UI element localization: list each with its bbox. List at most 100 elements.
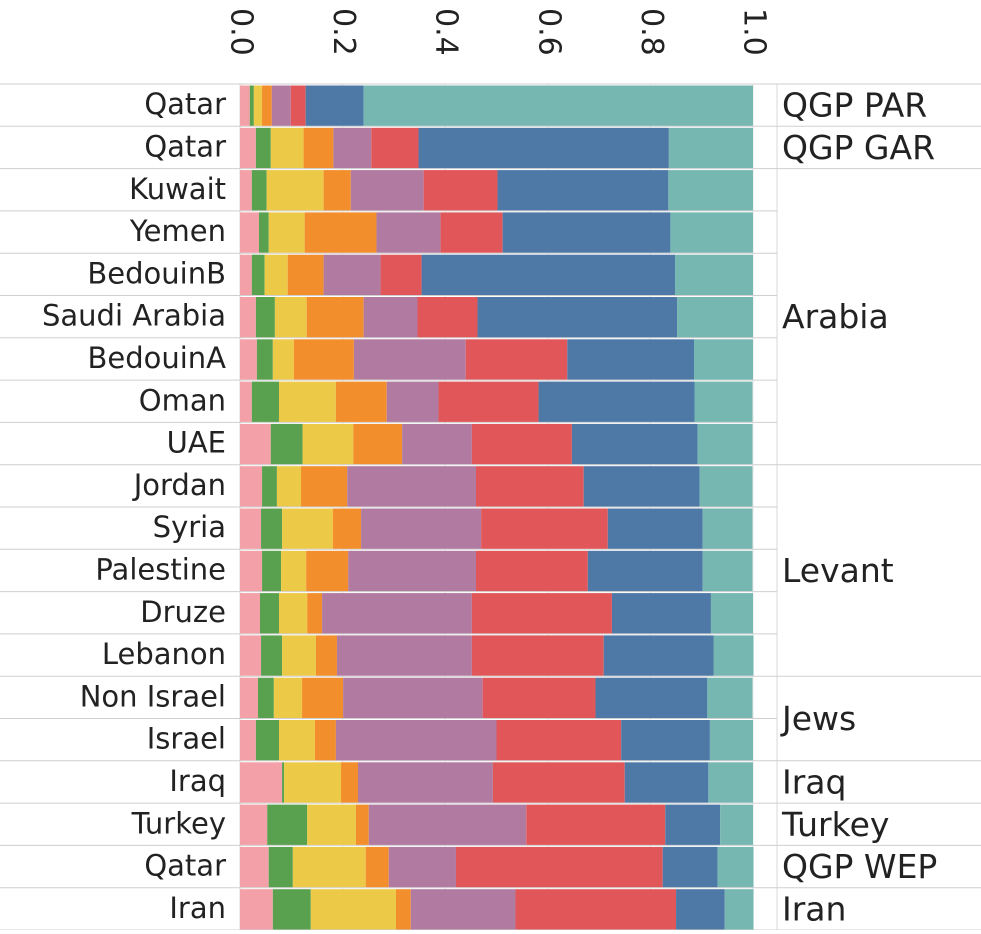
bar-segment-r16-s6	[624, 762, 709, 803]
bar-segment-r6-s0	[240, 339, 257, 380]
bar-segment-r16-s7	[708, 762, 753, 803]
bar-segment-r12-s2	[278, 593, 308, 634]
bar-segment-r19-s3	[395, 889, 411, 930]
bar-segment-r19-s0	[240, 889, 273, 930]
bar-segment-r7-s1	[251, 381, 279, 422]
x-tick-label: 1.0	[737, 8, 772, 56]
bar-segment-r7-s5	[438, 381, 539, 422]
group-label: Levant	[782, 551, 894, 590]
bar-segment-r16-s5	[492, 762, 625, 803]
bar-segment-r0-s5	[290, 85, 306, 126]
bar-segment-r14-s1	[257, 677, 274, 718]
bar-segment-r10-s1	[261, 508, 283, 549]
bar-segment-r15-s1	[255, 720, 279, 761]
bar-segment-r7-s4	[386, 381, 439, 422]
bar-segment-r17-s6	[665, 804, 721, 845]
bar-segment-r12-s0	[240, 593, 261, 634]
bar-segment-r15-s5	[496, 720, 622, 761]
category-label: Jordan	[132, 468, 226, 502]
bar-segment-r10-s6	[607, 508, 703, 549]
bar-segment-r7-s0	[240, 381, 252, 422]
bar-segment-r10-s3	[332, 508, 362, 549]
bar-segment-r1-s0	[240, 127, 256, 169]
bar-segment-r8-s5	[471, 423, 572, 465]
bar-segment-r0-s2	[253, 85, 263, 126]
bar-segment-r7-s3	[335, 381, 387, 422]
bar-segment-r0-s3	[262, 85, 272, 126]
bar-segment-r14-s6	[595, 677, 708, 718]
bar-segment-r6-s6	[567, 339, 695, 380]
bar-segment-r1-s5	[371, 127, 419, 169]
category-label: UAE	[167, 426, 226, 460]
bar-segment-r1-s7	[668, 127, 753, 169]
category-label: Kuwait	[129, 172, 226, 206]
bar-segment-r18-s1	[268, 846, 293, 888]
bar-segment-r10-s2	[282, 508, 333, 549]
category-label: Qatar	[144, 849, 226, 883]
bar-segment-r13-s3	[315, 635, 337, 676]
bar-segment-r16-s1	[282, 762, 285, 803]
category-label: Qatar	[144, 87, 226, 121]
bar-segment-r9-s3	[301, 466, 348, 507]
bar-segment-r6-s3	[293, 339, 354, 380]
bar-segment-r19-s7	[724, 889, 754, 930]
bar-segment-r1-s4	[333, 127, 372, 169]
bar-segment-r10-s4	[361, 508, 482, 549]
bar-segment-r18-s0	[240, 846, 269, 888]
category-label: Palestine	[95, 552, 226, 586]
bar-segment-r16-s4	[357, 762, 493, 803]
bar-segment-r0-s4	[271, 85, 291, 126]
category-label: BedouinA	[87, 341, 226, 375]
bar-segment-r1-s2	[270, 127, 304, 169]
bar-segment-r11-s6	[587, 550, 703, 592]
bar-segment-r15-s2	[278, 720, 315, 761]
bar-segment-r2-s3	[323, 170, 351, 211]
bar-segment-r5-s1	[255, 297, 275, 338]
category-label: Syria	[153, 510, 226, 544]
bar-segment-r14-s3	[302, 677, 344, 718]
bar-segment-r1-s3	[303, 127, 334, 169]
bar-segment-r2-s4	[350, 170, 424, 211]
category-label: Qatar	[144, 129, 226, 163]
bar-segment-r7-s6	[538, 381, 695, 422]
bar-segment-r12-s3	[307, 593, 323, 634]
bar-segment-r8-s4	[402, 423, 472, 465]
bar-segment-r3-s6	[502, 212, 671, 253]
bar-segment-r19-s6	[676, 889, 725, 930]
category-label: Israel	[147, 722, 226, 756]
bar-segment-r18-s3	[365, 846, 389, 888]
bar-segment-r8-s7	[697, 423, 753, 465]
x-tick-label: 0.2	[326, 8, 361, 56]
bar-segment-r17-s3	[355, 804, 369, 845]
bar-segment-r18-s2	[292, 846, 366, 888]
bar-segment-r7-s7	[694, 381, 753, 422]
bar-segment-r2-s1	[251, 170, 267, 211]
bar-segment-r14-s2	[273, 677, 303, 718]
bar-segment-r5-s4	[363, 297, 418, 338]
bar-segment-r5-s2	[274, 297, 307, 338]
category-label: Saudi Arabia	[42, 299, 226, 333]
bar-segment-r0-s0	[240, 85, 250, 126]
bar-segment-r2-s6	[497, 170, 669, 211]
category-label: Yemen	[129, 214, 226, 248]
bar-segment-r14-s7	[707, 677, 753, 718]
bar-segment-r4-s2	[264, 254, 288, 295]
bar-segment-r12-s7	[710, 593, 753, 634]
group-label: QGP WEP	[782, 847, 937, 886]
group-label: QGP GAR	[782, 128, 935, 167]
group-label: Iraq	[782, 762, 846, 801]
bar-segment-r8-s0	[240, 423, 271, 465]
bar-segment-r19-s2	[310, 889, 396, 930]
bar-segment-r0-s1	[249, 85, 254, 126]
group-label: QGP PAR	[782, 86, 927, 125]
x-tick-label: 0.4	[429, 8, 464, 56]
bar-segment-r9-s4	[347, 466, 476, 507]
bar-segment-r6-s2	[272, 339, 294, 380]
bar-segment-r10-s7	[702, 508, 753, 549]
bar-segment-r18-s5	[455, 846, 663, 888]
bar-segment-r16-s0	[240, 762, 283, 803]
group-label: Turkey	[781, 805, 889, 844]
bar-segment-r1-s1	[255, 127, 271, 169]
